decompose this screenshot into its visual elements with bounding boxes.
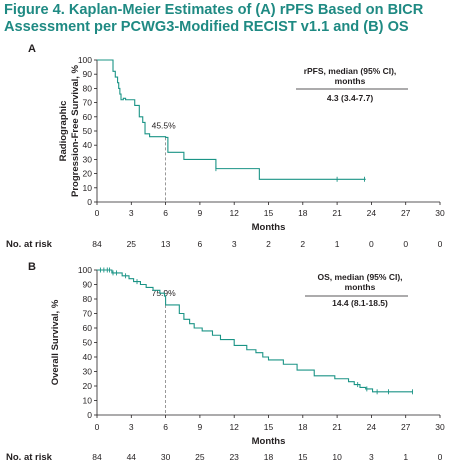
y-tick-label: 70 xyxy=(83,309,93,319)
at-risk-count: 6 xyxy=(198,239,203,249)
at-risk-label: No. at risk xyxy=(6,239,53,250)
x-tick-label: 9 xyxy=(198,208,203,218)
km-curve-series-1 xyxy=(97,269,413,393)
x-tick-label: 21 xyxy=(332,208,342,218)
at-risk-count: 2 xyxy=(266,239,271,249)
y-tick-label: 0 xyxy=(87,410,92,420)
legend-value: 4.3 (3.4-7.7) xyxy=(327,93,373,103)
y-tick-label: 60 xyxy=(83,323,93,333)
y-tick-label: 10 xyxy=(83,396,93,406)
at-risk-count: 3 xyxy=(369,452,374,462)
at-risk-count: 30 xyxy=(161,452,171,462)
x-axis-title: Months xyxy=(252,436,286,447)
y-tick-label: 0 xyxy=(87,197,92,207)
at-risk-count: 84 xyxy=(92,452,102,462)
x-tick-label: 12 xyxy=(229,422,239,432)
x-tick-label: 30 xyxy=(435,422,445,432)
at-risk-count: 84 xyxy=(92,239,102,249)
x-tick-label: 21 xyxy=(332,422,342,432)
legend-title-line: months xyxy=(335,76,366,86)
legend-title-line: months xyxy=(345,282,376,292)
y-tick-label: 10 xyxy=(83,183,93,193)
at-risk-label: No. at risk xyxy=(6,452,53,463)
reference-label: 45.5% xyxy=(152,120,177,130)
at-risk-count: 0 xyxy=(438,239,443,249)
y-tick-label: 30 xyxy=(83,367,93,377)
x-tick-label: 30 xyxy=(435,208,445,218)
y-axis-title-line: Progression-Free Survival, % xyxy=(70,64,81,197)
y-tick-label: 20 xyxy=(83,381,93,391)
y-tick-label: 90 xyxy=(83,280,93,290)
legend-title-line: rPFS, median (95% CI), xyxy=(304,66,397,76)
km-curve-series-1 xyxy=(97,59,366,180)
x-tick-label: 15 xyxy=(264,208,274,218)
y-tick-label: 60 xyxy=(83,112,93,122)
y-tick-label: 50 xyxy=(83,126,93,136)
x-tick-label: 15 xyxy=(264,422,274,432)
x-tick-label: 0 xyxy=(95,208,100,218)
at-risk-count: 0 xyxy=(438,452,443,462)
chart-panel-b: B010203040506070809010008434463092512231… xyxy=(6,261,445,463)
at-risk-count: 1 xyxy=(335,239,340,249)
y-tick-label: 80 xyxy=(83,294,93,304)
x-tick-label: 9 xyxy=(198,422,203,432)
panel-label: B xyxy=(28,261,36,273)
x-tick-label: 3 xyxy=(129,422,134,432)
at-risk-count: 15 xyxy=(298,452,308,462)
figure-title-line-2: Assessment per PCWG3-Modified RECIST v1.… xyxy=(4,19,409,35)
x-tick-label: 3 xyxy=(129,208,134,218)
x-tick-label: 6 xyxy=(163,208,168,218)
at-risk-count: 10 xyxy=(332,452,342,462)
x-tick-label: 0 xyxy=(95,422,100,432)
at-risk-count: 25 xyxy=(195,452,205,462)
at-risk-count: 44 xyxy=(127,452,137,462)
figure-title: Figure 4. Kaplan-Meier Estimates of (A) … xyxy=(4,2,450,36)
at-risk-count: 13 xyxy=(161,239,171,249)
y-tick-label: 100 xyxy=(78,55,92,65)
at-risk-count: 0 xyxy=(403,239,408,249)
y-tick-label: 90 xyxy=(83,69,93,79)
y-tick-label: 30 xyxy=(83,154,93,164)
x-tick-label: 18 xyxy=(298,208,308,218)
y-tick-label: 40 xyxy=(83,352,93,362)
at-risk-count: 18 xyxy=(264,452,274,462)
y-axis-title: Overall Survival, % xyxy=(50,299,61,385)
at-risk-count: 1 xyxy=(403,452,408,462)
x-tick-label: 27 xyxy=(401,208,411,218)
y-tick-label: 20 xyxy=(83,169,93,179)
at-risk-count: 3 xyxy=(232,239,237,249)
panel-label: A xyxy=(28,43,36,55)
at-risk-count: 0 xyxy=(369,239,374,249)
x-tick-label: 18 xyxy=(298,422,308,432)
at-risk-count: 2 xyxy=(300,239,305,249)
y-tick-label: 80 xyxy=(83,83,93,93)
y-tick-label: 70 xyxy=(83,98,93,108)
x-tick-label: 24 xyxy=(367,422,377,432)
y-tick-label: 40 xyxy=(83,140,93,150)
y-tick-label: 100 xyxy=(78,265,92,275)
y-axis-title-line: Radiographic xyxy=(58,101,69,162)
at-risk-count: 23 xyxy=(229,452,239,462)
x-tick-label: 24 xyxy=(367,208,377,218)
x-tick-label: 6 xyxy=(163,422,168,432)
y-axis-title: RadiographicProgression-Free Survival, % xyxy=(58,64,81,197)
legend-title-line: OS, median (95% CI), xyxy=(317,272,402,282)
at-risk-count: 25 xyxy=(127,239,137,249)
chart-panel-a: A010203040506070809010008432561396123152… xyxy=(6,43,445,250)
x-tick-label: 27 xyxy=(401,422,411,432)
x-tick-label: 12 xyxy=(229,208,239,218)
x-axis-title: Months xyxy=(252,222,286,233)
legend-value: 14.4 (8.1-18.5) xyxy=(332,298,388,308)
figure-title-line-1: Figure 4. Kaplan-Meier Estimates of (A) … xyxy=(4,2,424,18)
y-axis-title-line: Overall Survival, % xyxy=(50,299,61,385)
y-tick-label: 50 xyxy=(83,338,93,348)
